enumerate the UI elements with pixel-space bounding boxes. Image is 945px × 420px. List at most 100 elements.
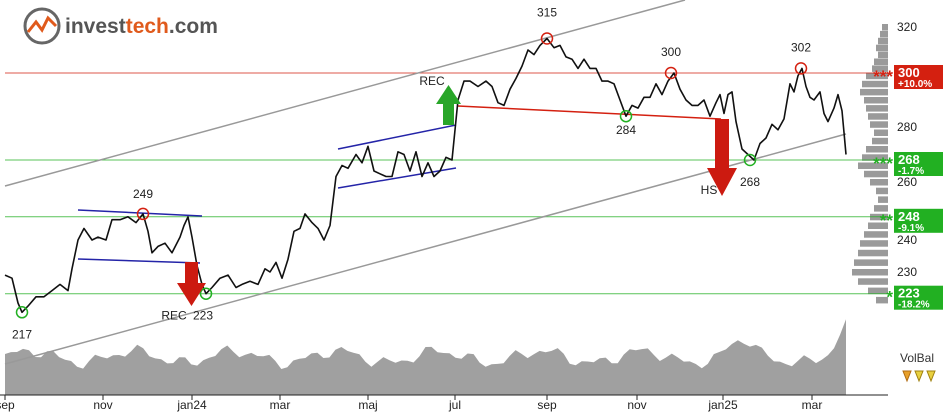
x-tick-label: mar [802, 398, 823, 412]
x-axis: sep nov jan24 mar maj jul sep nov jan25 mar [0, 394, 888, 412]
logo-chart-icon [26, 15, 58, 33]
histogram-bar [866, 146, 888, 153]
trend-channel [4, 0, 847, 365]
rect-bottom-line-2 [337, 167, 457, 189]
histogram-bar [858, 162, 888, 169]
pivot-circle [199, 287, 213, 300]
histogram-bar [874, 58, 888, 65]
histogram-bar [862, 154, 888, 161]
histogram-bar [864, 97, 888, 104]
rect-bottom-line-1 [77, 258, 201, 264]
x-tick-label: sep [0, 398, 15, 412]
histogram-bar [876, 44, 888, 52]
histogram-bar [868, 222, 888, 229]
histogram-bar [864, 231, 888, 238]
level-stars: * [886, 288, 893, 307]
histogram-bar [866, 105, 888, 112]
histogram-bar [868, 113, 888, 120]
level-stars: *** [873, 154, 893, 173]
histogram-bar [854, 259, 888, 266]
pattern-lines [77, 105, 722, 264]
level-pct: -1.7% [898, 166, 924, 177]
level-badge-bg [894, 65, 943, 89]
price-line [4, 37, 847, 314]
histogram-bar [868, 287, 888, 295]
histogram-bar [852, 269, 888, 276]
histogram-bar [880, 30, 888, 38]
level-price: 268 [898, 152, 920, 167]
svg-text:investtech.com: investtech.com [65, 15, 218, 38]
pivot-markers [15, 32, 808, 319]
annotation-label: 300 [661, 45, 681, 59]
histogram-bar [882, 24, 888, 31]
x-tick-label: sep [537, 398, 557, 412]
brand-name-part2: tech [126, 15, 169, 38]
volbal-arrow-icon-3 [926, 370, 936, 383]
level-stars: ** [880, 211, 894, 230]
x-tick-label: nov [627, 398, 646, 412]
annotation-label: REC [419, 74, 445, 88]
pivot-circle [136, 207, 150, 221]
level-pct: +10.0% [898, 79, 932, 90]
pivot-circle [15, 306, 29, 319]
volbal-indicator: VolBal [900, 351, 936, 383]
hs-neckline [457, 105, 722, 120]
histogram-bar [878, 196, 888, 203]
buy-arrow-icon [436, 85, 461, 125]
price-series [4, 37, 847, 314]
y-tick-label: 320 [897, 20, 917, 34]
annotation-label: 315 [537, 6, 557, 20]
histogram-bar [878, 37, 888, 45]
volbal-label: VolBal [900, 351, 934, 365]
histogram-bar [870, 121, 888, 128]
volume-fill [5, 319, 846, 395]
annotations: 217 249 REC 223 REC 315 284 300 HS 268 302 [12, 6, 811, 342]
level-price: 300 [898, 65, 920, 80]
annotation-label: 249 [133, 187, 153, 201]
histogram-bar [864, 170, 888, 178]
pivot-circle [540, 32, 554, 45]
histogram-bar [878, 51, 888, 59]
histogram-bar [872, 137, 888, 145]
histogram-bar [860, 88, 888, 96]
annotation-label: 268 [740, 175, 760, 189]
histogram-bar [862, 80, 888, 88]
brand-name-part1: invest [65, 15, 126, 38]
level-pct: -9.1% [898, 223, 924, 234]
histogram-bar [860, 240, 888, 247]
level-badges: *** 300+10.0% *** 268-1.7% ** 248-9.1% * 223-18… [873, 65, 943, 311]
level-price: 223 [898, 286, 920, 301]
histogram-bar [858, 278, 888, 285]
histogram-bar [858, 249, 888, 257]
brand-logo: investtech.com [23, 7, 218, 45]
x-tick-label: jan24 [176, 398, 207, 412]
level-pct: -18.2% [898, 300, 930, 311]
x-tick-label: maj [358, 398, 377, 412]
signal-arrows [177, 85, 737, 306]
pivot-circle [794, 62, 808, 75]
y-tick-label: 280 [897, 120, 917, 134]
level-badge-bg [894, 152, 943, 176]
y-tick-label: 230 [897, 265, 917, 279]
price-histogram [852, 24, 888, 304]
x-tick-label: nov [93, 398, 112, 412]
x-tick-label: mar [270, 398, 291, 412]
channel-lower-line [4, 133, 847, 365]
histogram-bar [876, 296, 888, 304]
x-tick-label: jan25 [707, 398, 738, 412]
histogram-bar [870, 179, 888, 186]
histogram-bar [874, 129, 888, 136]
channel-upper-line [4, 0, 686, 187]
brand-name-part3: .com [169, 15, 218, 38]
level-stars: *** [873, 67, 893, 86]
logo-ring-icon [23, 7, 61, 45]
annotation-label: 217 [12, 327, 32, 341]
level-price: 248 [898, 209, 920, 224]
histogram-bar [876, 187, 888, 195]
support-resistance-lines [5, 72, 888, 295]
rect-top-line-1 [77, 209, 203, 217]
histogram-bar [872, 65, 888, 72]
annotation-label: HS [701, 183, 718, 197]
